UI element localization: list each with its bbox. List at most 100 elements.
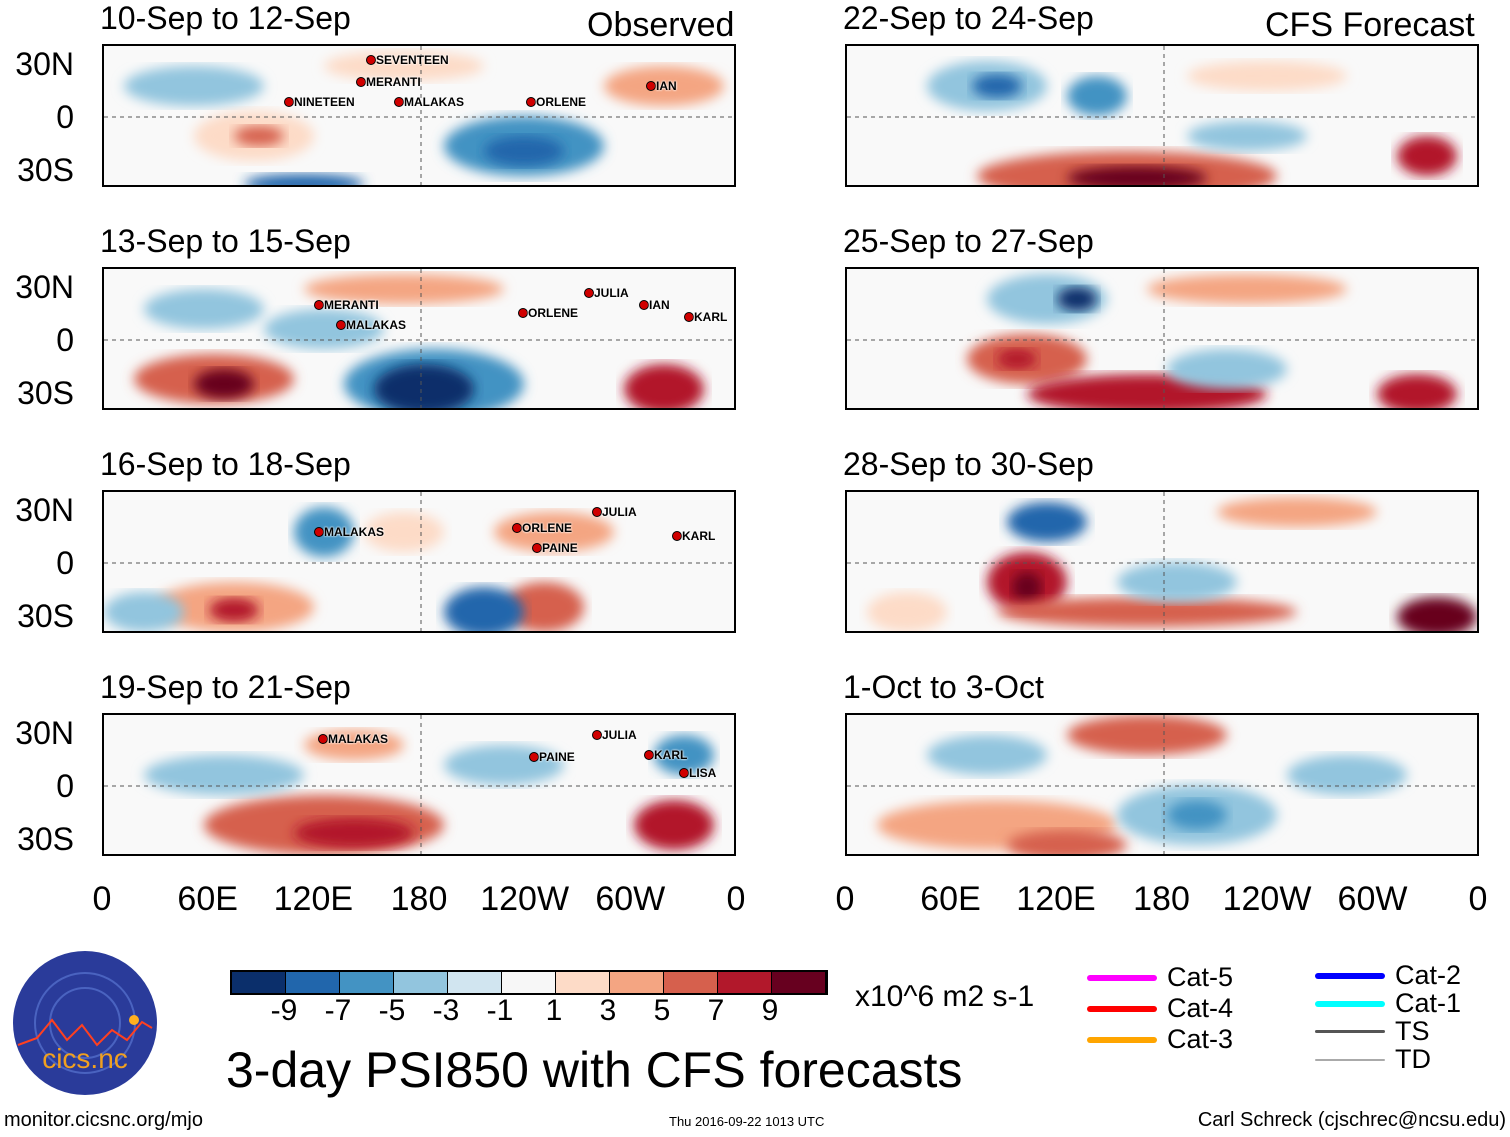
storm-label: PAINE [539,750,575,764]
anomaly-contour [997,597,1297,627]
legend-line [1087,974,1157,981]
anomaly-contour [1187,121,1307,151]
lon-label: 120E [273,880,354,918]
colorbar-tick: -7 [324,994,352,1027]
anomaly-contour [484,136,564,166]
lat-label: 30S [17,598,74,634]
lon-label: 0 [835,880,855,918]
map-panel [845,267,1479,410]
units-label: x10^6 m2 s-1 [855,980,1035,1013]
storm-label: IAN [649,298,670,312]
anomaly-contour [1397,136,1457,176]
anomaly-contour [1187,61,1347,91]
main-title: 3-day PSI850 with CFS forecasts [226,1042,963,1098]
footer-url: monitor.cicsnc.org/mjo [4,1109,203,1131]
lat-label: 30N [15,46,74,82]
legend-line [1315,972,1385,979]
anomaly-contour [124,66,264,106]
hurricane-icon [512,523,522,533]
map-panel: MERANTI MALAKAS ORLENE JULIA IAN KARL [102,267,736,410]
lat-label: 0 [56,322,74,358]
lat-label: 30N [15,492,74,528]
colorbar-tick: 1 [545,994,563,1027]
map-panel [845,713,1479,856]
anomaly-contour [997,349,1037,369]
anomaly-contour [304,730,404,760]
anomaly-contour [324,51,484,81]
lat-label: 30S [17,375,74,411]
lon-label: 60E [920,880,981,918]
colorbar-tick: 7 [707,994,725,1027]
lon-label: 120W [1222,880,1312,918]
storm-label: ORLENE [528,306,579,320]
storm-label: SEVENTEEN [376,53,449,67]
lon-label: 0 [1468,880,1488,918]
legend-item: Cat-2 [1315,962,1461,989]
colorbar-swatch [286,972,340,993]
hurricane-icon [684,312,694,322]
cics-logo: cics.nc [13,951,157,1095]
map-panel: MALAKAS PAINE JULIA KARL LISA [102,713,736,856]
colorbar-tick: -3 [432,994,460,1027]
colorbar-tick: 3 [599,994,617,1027]
storm-label: KARL [654,748,688,762]
legend-label: Cat-3 [1167,1024,1234,1054]
colorbar-swatch [610,972,664,993]
legend-line [1087,1036,1157,1043]
storm-label: JULIA [594,286,629,300]
anomaly-contour [264,309,384,349]
lat-label: 0 [56,768,74,804]
storm-label: MERANTI [324,298,379,312]
storm-label: PAINE [542,541,578,555]
legend-label: Cat-4 [1167,993,1234,1023]
legend-label: Cat-2 [1395,960,1462,990]
anomaly-contour [927,735,1047,775]
lon-label: 60E [177,880,238,918]
anomaly-contour [987,274,1107,324]
anomaly-contour [504,582,584,631]
anomaly-contour [1067,76,1127,116]
hurricane-icon [336,320,346,330]
legend-line [1087,1005,1157,1012]
colorbar-tick: -5 [378,994,406,1027]
legend-item: Cat-3 [1087,1026,1233,1053]
colorbar-swatch [340,972,394,993]
storm-label: MERANTI [366,75,421,89]
map-panel [845,44,1479,187]
hurricane-icon [646,81,656,91]
anomaly-contour [364,512,444,552]
hurricane-icon [639,300,649,310]
lon-label: 120E [1016,880,1096,918]
legend-item: Cat-5 [1087,964,1233,991]
anomaly-contour [867,592,947,631]
lat-label: 30N [15,269,74,305]
anomaly-contour [1012,572,1042,602]
legend-item: Cat-4 [1087,995,1233,1022]
legend-item: TS [1315,1018,1430,1045]
colorbar-swatch [502,972,556,993]
storm-label: ORLENE [536,95,587,109]
storm-label: JULIA [602,728,637,742]
anomaly-contour [1067,166,1207,185]
legend-item: TD [1315,1046,1431,1073]
legend-label: TS [1395,1016,1430,1046]
anomaly-contour [1147,274,1347,304]
hurricane-icon [592,730,602,740]
map-panel [845,490,1479,633]
anomaly-contour [634,800,714,850]
colorbar-swatch [718,972,772,993]
anomaly-contour [244,174,364,185]
legend-line [1315,1030,1385,1033]
map-panel: SEVENTEEN NINETEEN MERANTI MALAKAS ORLENE IAN [102,44,736,187]
storm-label: LISA [689,766,717,780]
storm-label: IAN [656,79,677,93]
lat-label: 30S [17,152,74,188]
lon-label: 120W [480,880,570,918]
footer-author: Carl Schreck (cjschrec@ncsu.edu) [1197,1109,1506,1131]
legend-item: Cat-1 [1315,990,1461,1017]
legend-label: Cat-5 [1167,962,1234,992]
colorbar-swatch [664,972,718,993]
forecast-label: CFS Forecast [1265,6,1475,44]
anomaly-contour [1167,800,1227,830]
anomaly-contour [144,755,304,795]
